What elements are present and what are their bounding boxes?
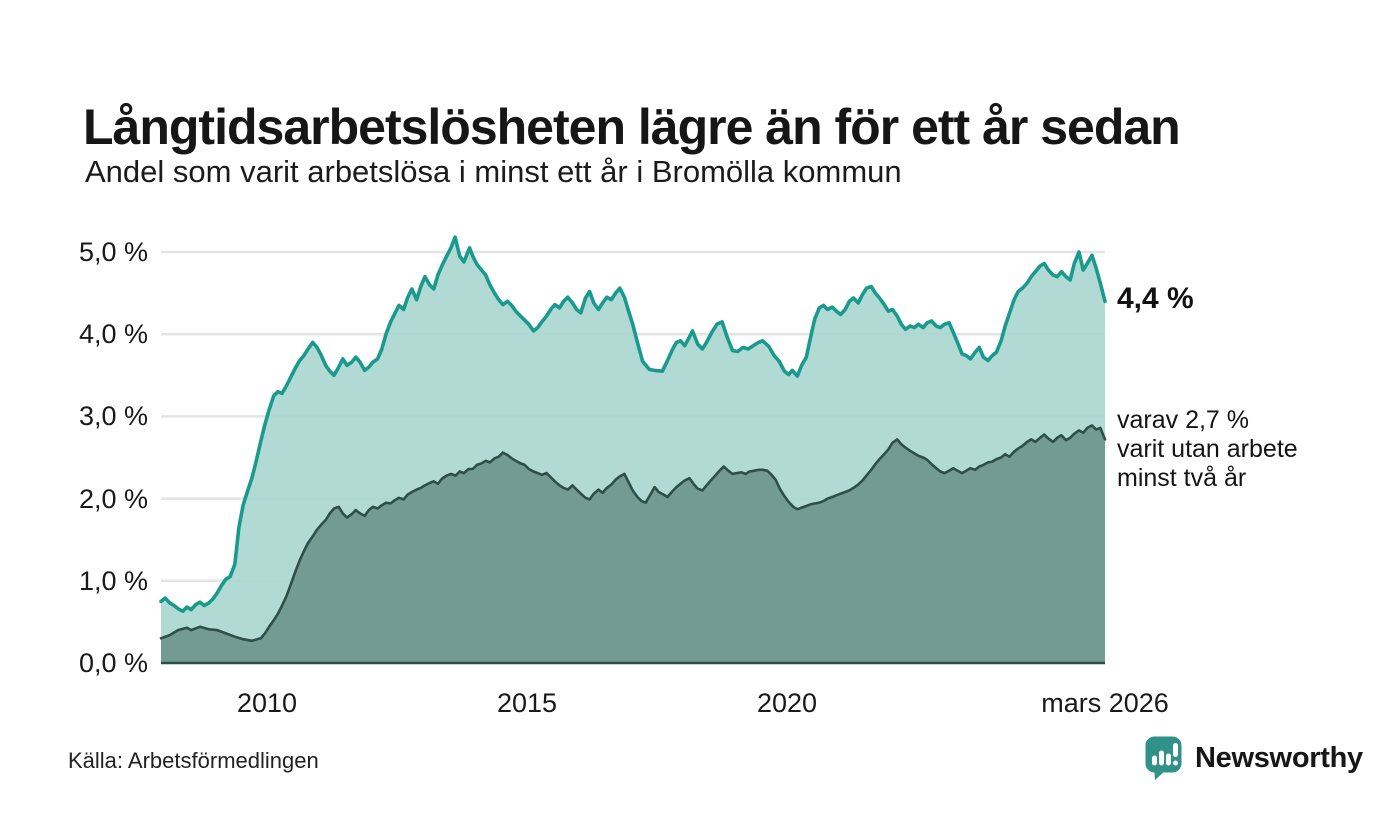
x-axis-tick-label: 2010 bbox=[236, 688, 298, 718]
y-axis-tick-label: 0,0 % bbox=[78, 648, 148, 678]
bar-chart-speech-bubble-icon bbox=[1144, 735, 1185, 781]
series2-annotation: varav 2,7 % varit utan arbete minst två … bbox=[1117, 406, 1298, 492]
y-axis-tick-label: 3,0 % bbox=[78, 401, 148, 431]
logo-wordmark: Newsworthy bbox=[1195, 741, 1363, 774]
latest-value-label: 4,4 % bbox=[1117, 282, 1194, 315]
y-axis-tick-label: 5,0 % bbox=[78, 237, 148, 267]
y-axis-tick-label: 1,0 % bbox=[78, 566, 148, 596]
page-title: Långtidsarbetslösheten lägre än för ett … bbox=[83, 98, 1181, 155]
x-axis-tick-label: 2015 bbox=[496, 688, 558, 718]
y-axis-tick-label: 2,0 % bbox=[78, 484, 148, 514]
x-axis-tick-label: 2020 bbox=[756, 688, 818, 718]
source-credit: Källa: Arbetsförmedlingen bbox=[68, 748, 319, 773]
x-axis-tick-label: mars 2026 bbox=[1041, 688, 1169, 718]
y-axis-tick-label: 4,0 % bbox=[78, 319, 148, 349]
newsworthy-logo: Newsworthy bbox=[1144, 734, 1363, 782]
chart-subtitle: Andel som varit arbetslösa i minst ett å… bbox=[85, 154, 902, 189]
